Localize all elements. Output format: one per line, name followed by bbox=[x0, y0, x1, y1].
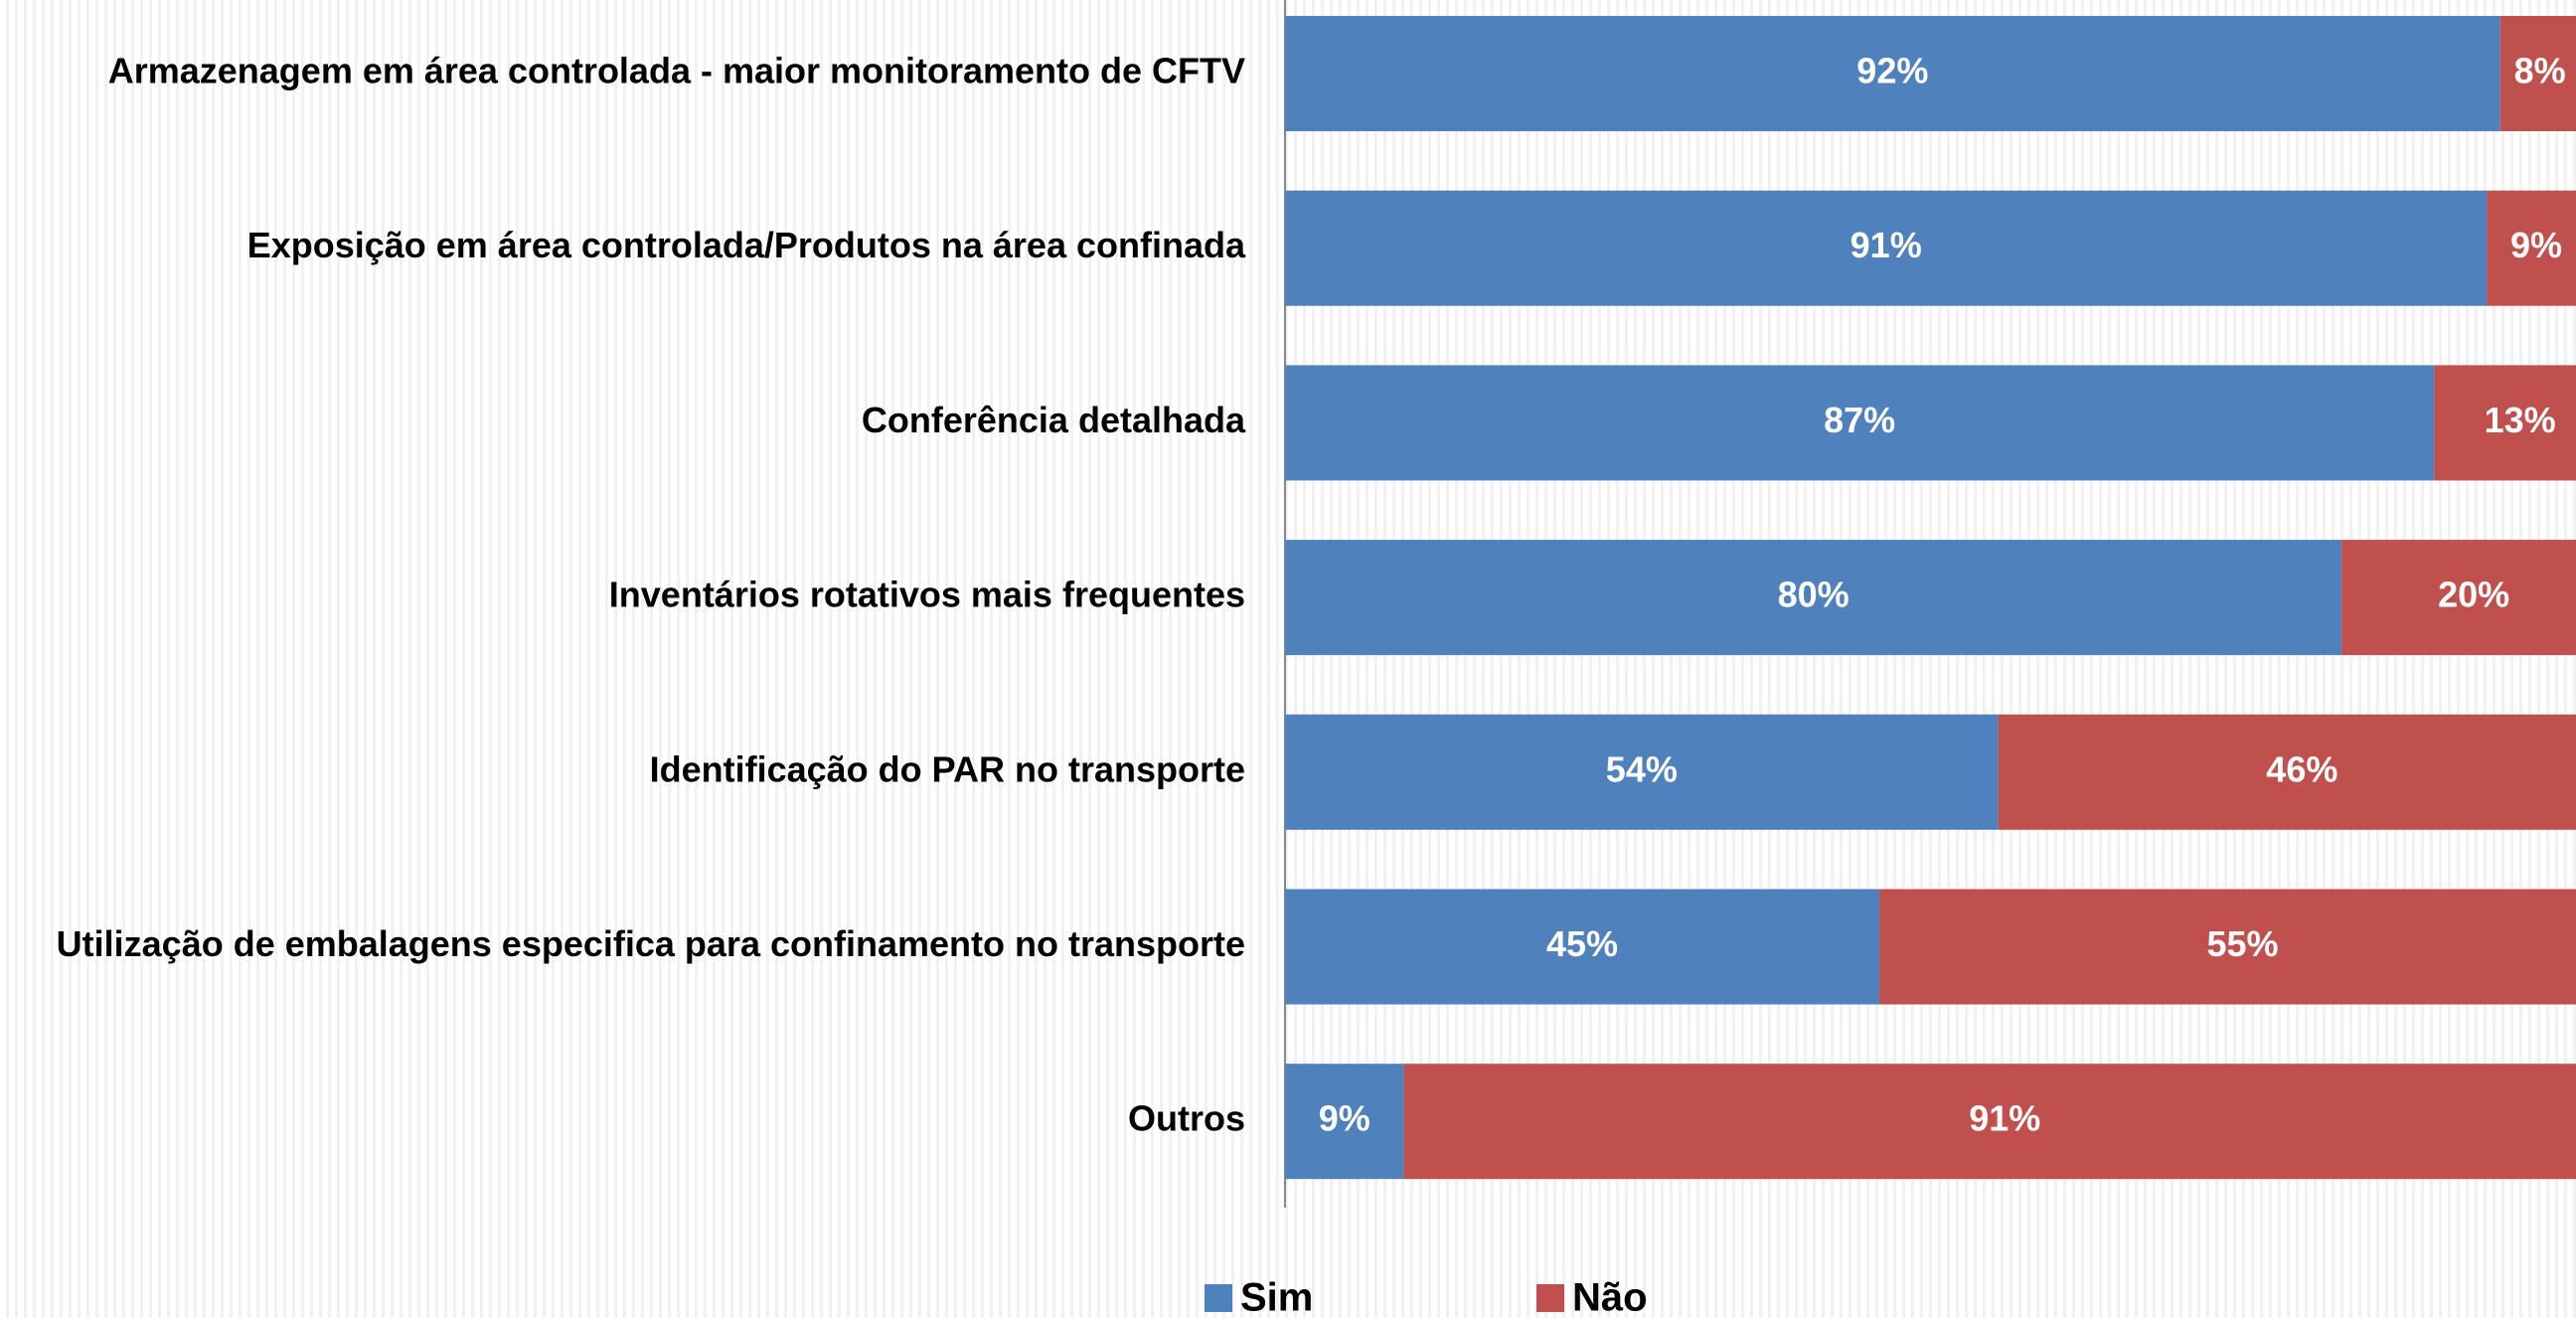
bar-segment bbox=[1285, 540, 2342, 656]
bar-segment bbox=[2499, 16, 2576, 131]
bar-segment bbox=[1403, 1064, 2576, 1180]
data-label: 13% bbox=[2485, 400, 2556, 440]
data-label: 20% bbox=[2438, 575, 2509, 615]
category-label: Inventários rotativos mais frequentes bbox=[609, 575, 1245, 615]
bar-segment bbox=[1285, 1064, 1404, 1180]
legend-swatch bbox=[1205, 1284, 1232, 1312]
data-label: 54% bbox=[1606, 748, 1678, 789]
bar-segment bbox=[1285, 365, 2435, 481]
data-label: 55% bbox=[2206, 923, 2278, 964]
data-label: 46% bbox=[2266, 748, 2337, 789]
bar-segment bbox=[1998, 714, 2576, 830]
bar-segment bbox=[2487, 190, 2576, 306]
category-label: Exposição em área controlada/Produtos na… bbox=[247, 225, 1246, 265]
bar-segment bbox=[1879, 889, 2576, 1005]
data-label: 8% bbox=[2514, 51, 2566, 91]
data-label: 91% bbox=[1969, 1098, 2040, 1139]
legend-label: Não bbox=[1572, 1276, 1648, 1318]
data-label: 80% bbox=[1778, 575, 1850, 615]
data-label: 92% bbox=[1856, 51, 1928, 91]
category-label: Conferência detalhada bbox=[862, 400, 1246, 440]
bar-segment bbox=[1285, 190, 2488, 306]
bar-segment bbox=[2341, 540, 2576, 656]
bar-segment bbox=[1285, 714, 1999, 830]
bar-segment bbox=[1285, 889, 1880, 1005]
bar-segment bbox=[1285, 16, 2500, 131]
legend-label: Sim bbox=[1240, 1276, 1313, 1318]
data-label: 9% bbox=[2510, 225, 2562, 265]
category-label: Armazenagem em área controlada - maior m… bbox=[108, 51, 1245, 91]
legend-swatch bbox=[1536, 1284, 1564, 1312]
data-label: 91% bbox=[1851, 225, 1922, 265]
category-label: Utilização de embalagens especifica para… bbox=[57, 923, 1245, 964]
data-label: 9% bbox=[1319, 1098, 1370, 1139]
data-label: 87% bbox=[1824, 400, 1895, 440]
data-label: 45% bbox=[1546, 923, 1618, 964]
bar-segment bbox=[2434, 365, 2576, 481]
category-label: Identificação do PAR no transporte bbox=[650, 748, 1245, 789]
category-label: Outros bbox=[1128, 1098, 1245, 1139]
